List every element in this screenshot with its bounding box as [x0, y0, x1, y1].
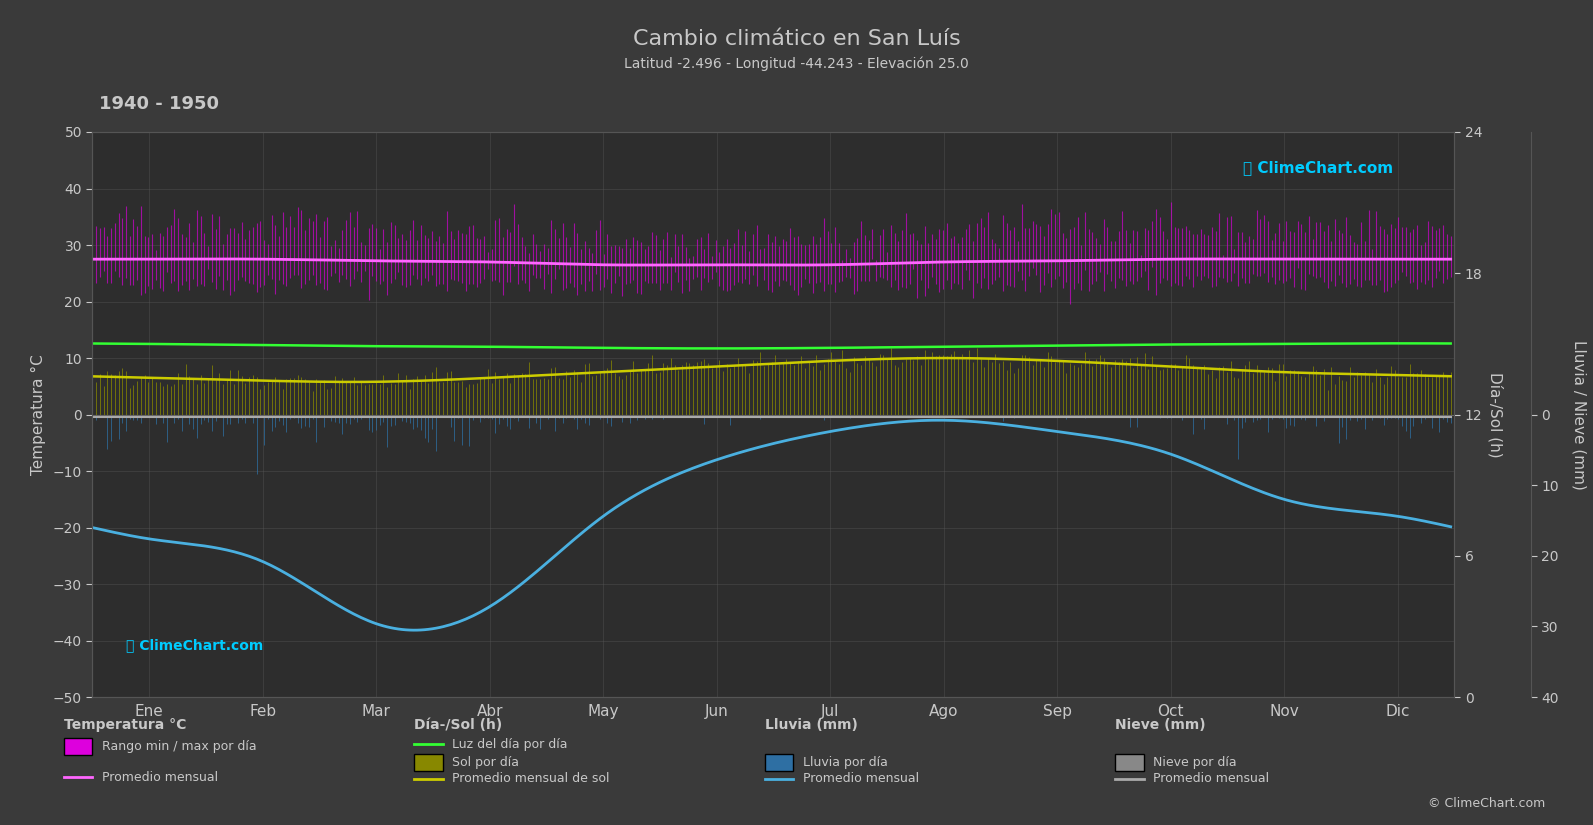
- Text: Promedio mensual: Promedio mensual: [102, 771, 218, 784]
- Text: Temperatura °C: Temperatura °C: [64, 718, 186, 732]
- Text: Promedio mensual: Promedio mensual: [803, 772, 919, 785]
- Text: Luz del día por día: Luz del día por día: [452, 738, 569, 751]
- Y-axis label: Lluvia / Nieve (mm): Lluvia / Nieve (mm): [1572, 340, 1587, 489]
- Text: Lluvia (mm): Lluvia (mm): [765, 718, 857, 732]
- Text: Día-/Sol (h): Día-/Sol (h): [414, 718, 502, 732]
- Y-axis label: Temperatura °C: Temperatura °C: [30, 354, 46, 475]
- Text: Cambio climático en San Luís: Cambio climático en San Luís: [632, 29, 961, 49]
- Text: Nieve (mm): Nieve (mm): [1115, 718, 1206, 732]
- Text: Promedio mensual: Promedio mensual: [1153, 772, 1270, 785]
- Text: Latitud -2.496 - Longitud -44.243 - Elevación 25.0: Latitud -2.496 - Longitud -44.243 - Elev…: [624, 56, 969, 71]
- Text: Sol por día: Sol por día: [452, 756, 519, 769]
- Text: Rango min / max por día: Rango min / max por día: [102, 740, 256, 753]
- Text: © ClimeChart.com: © ClimeChart.com: [1427, 797, 1545, 810]
- Text: Nieve por día: Nieve por día: [1153, 756, 1236, 769]
- Text: Promedio mensual de sol: Promedio mensual de sol: [452, 772, 610, 785]
- Text: Lluvia por día: Lluvia por día: [803, 756, 887, 769]
- Text: 🌍 ClimeChart.com: 🌍 ClimeChart.com: [126, 638, 264, 652]
- Text: 🌍 ClimeChart.com: 🌍 ClimeChart.com: [1243, 160, 1394, 175]
- Y-axis label: Día-/Sol (h): Día-/Sol (h): [1488, 372, 1504, 457]
- Text: 1940 - 1950: 1940 - 1950: [99, 95, 220, 113]
